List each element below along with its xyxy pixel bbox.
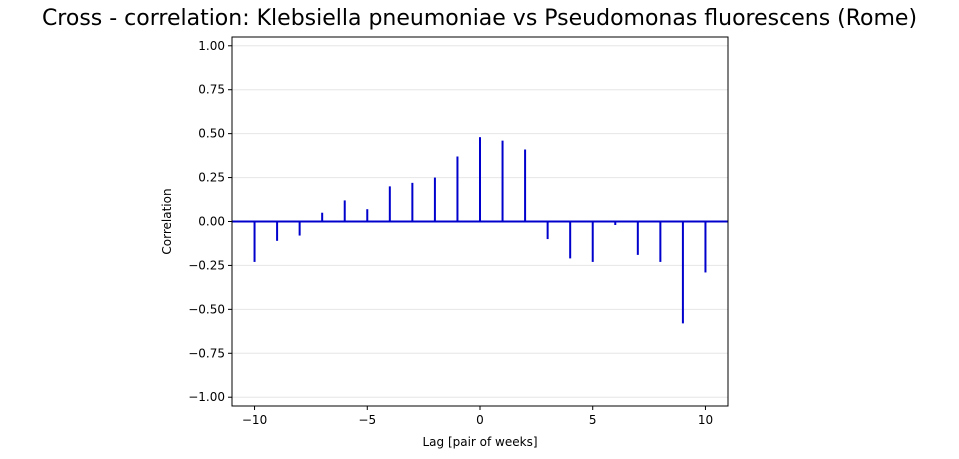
x-axis-label: Lag [pair of weeks] [422,435,537,449]
y-tick-label: 1.00 [198,39,225,53]
y-tick-label: 0.75 [198,83,225,97]
y-axis: 1.00 0.75 0.50 0.25 0.00 −0.25 −0.50 −0.75 −1.00 [188,39,232,404]
x-axis: −10 −5 0 5 10 [242,406,713,427]
bars-layer [253,137,707,324]
x-tick-label: 0 [476,413,484,427]
y-tick-label: −0.75 [188,346,225,360]
y-tick-label: 0.25 [198,171,225,185]
y-tick-label: 0.50 [198,127,225,141]
x-tick-label: −10 [242,413,267,427]
y-tick-label: −0.50 [188,302,225,316]
y-tick-label: −1.00 [188,390,225,404]
x-tick-label: −5 [358,413,376,427]
x-tick-label: 10 [698,413,713,427]
grid-layer [232,45,728,398]
y-tick-label: −0.25 [188,258,225,272]
chart-title: Cross - correlation: Klebsiella pneumoni… [41,6,918,31]
y-tick-label: 0.00 [198,215,225,229]
x-tick-label: 5 [589,413,597,427]
y-axis-label: Correlation [160,188,174,254]
